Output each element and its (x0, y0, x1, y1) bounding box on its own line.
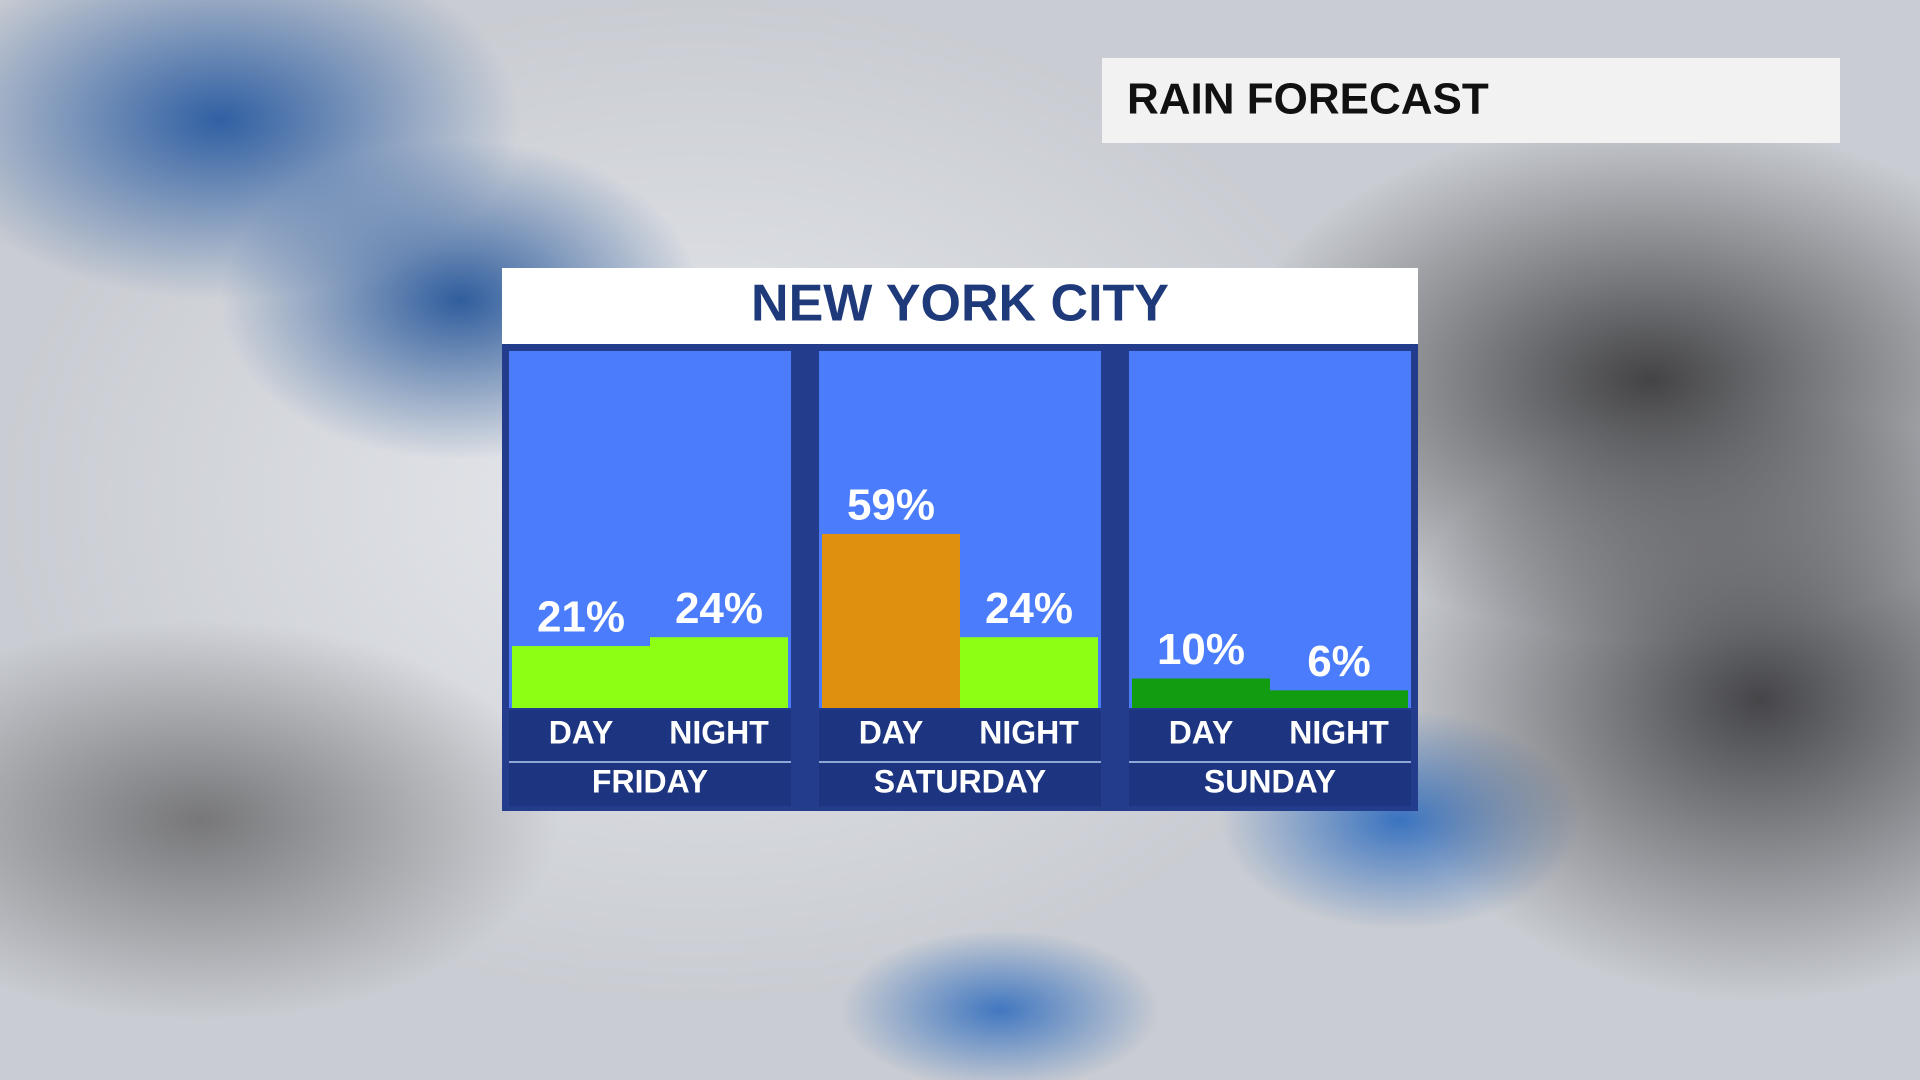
value-label: 24% (675, 584, 763, 633)
period-label: NIGHT (669, 714, 769, 750)
panel-bg (1129, 351, 1411, 708)
day-label: SUNDAY (1204, 763, 1336, 799)
value-label: 6% (1307, 637, 1371, 686)
value-label: 24% (985, 584, 1073, 633)
period-label: NIGHT (979, 714, 1079, 750)
day-label: FRIDAY (592, 763, 708, 799)
period-label: DAY (859, 714, 924, 750)
chart-title: NEW YORK CITY (751, 275, 1169, 333)
value-label: 59% (847, 481, 935, 530)
header-title: RAIN FORECAST (1127, 75, 1489, 124)
label-row (819, 710, 1101, 806)
bar (1270, 690, 1408, 708)
period-label: NIGHT (1289, 714, 1389, 750)
period-label: DAY (1169, 714, 1234, 750)
value-label: 21% (537, 593, 625, 642)
header-box (1102, 58, 1840, 143)
bar (1132, 678, 1270, 708)
bar (512, 646, 650, 708)
bar (960, 637, 1098, 708)
label-row (509, 710, 791, 806)
day-label: SATURDAY (874, 763, 1046, 799)
period-label: DAY (549, 714, 614, 750)
bar (650, 637, 788, 708)
title-box (502, 268, 1418, 344)
bar (822, 533, 960, 708)
label-row (1129, 710, 1411, 806)
value-label: 10% (1157, 625, 1245, 674)
